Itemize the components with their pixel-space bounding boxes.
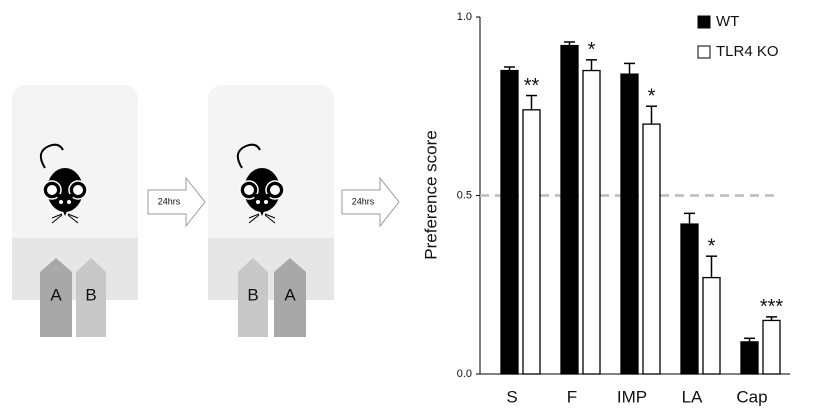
bar xyxy=(702,276,721,375)
y-tick-label: 0.0 xyxy=(457,368,472,380)
x-tick-label: F xyxy=(567,387,577,406)
arrow xyxy=(147,176,206,228)
arrow-label: 24hrs xyxy=(352,196,375,206)
arrow-label: 24hrs xyxy=(158,196,181,206)
arrow xyxy=(341,176,400,228)
bar xyxy=(522,109,541,375)
x-tick-label: Cap xyxy=(736,387,767,406)
bar xyxy=(762,319,781,375)
object-label: A xyxy=(284,285,296,304)
legend-swatch xyxy=(697,45,711,59)
legend-swatch xyxy=(697,15,711,29)
panel-2: B A xyxy=(208,85,334,337)
x-tick-label: LA xyxy=(682,387,703,406)
significance: *** xyxy=(760,296,784,318)
object-label: B xyxy=(247,285,258,304)
x-tick-label: S xyxy=(506,387,517,406)
bar xyxy=(680,223,699,375)
significance: ** xyxy=(524,75,540,97)
significance: * xyxy=(648,86,656,108)
y-tick-label: 0.5 xyxy=(457,189,472,201)
bar xyxy=(582,69,601,375)
panel-1: A B xyxy=(12,85,138,337)
bar xyxy=(620,73,639,375)
significance: * xyxy=(708,235,716,257)
object-label: A xyxy=(50,285,62,304)
significance: * xyxy=(588,39,596,61)
x-tick-label: IMP xyxy=(617,387,647,406)
chart: Preference score 0.0 0.5 1.0 S ** F * IMP * LA * Ca… xyxy=(421,11,790,406)
legend-label: TLR4 KO xyxy=(716,43,779,60)
bar xyxy=(500,69,519,375)
y-axis-label: Preference score xyxy=(421,130,440,259)
object-label: B xyxy=(85,285,96,304)
bar xyxy=(740,341,759,375)
legend-label: WT xyxy=(716,13,739,30)
bar xyxy=(560,44,579,375)
bar xyxy=(642,123,661,375)
y-tick-label: 1.0 xyxy=(457,11,472,23)
